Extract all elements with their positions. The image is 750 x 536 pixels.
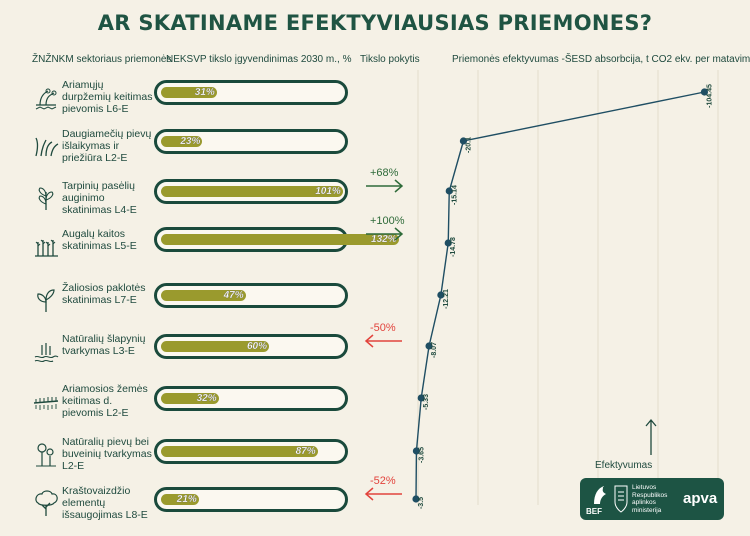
arrow-left-icon <box>364 487 402 501</box>
measure-label: Kraštovaizdžio elementų išsaugojimas L8-… <box>62 485 148 521</box>
measure-row: Žaliosios paklotės skatinimas L7-E 47% <box>0 282 750 332</box>
header-change: Tikslo pokytis <box>360 54 420 65</box>
measure-row: Augalų kaitos skatinimas L5-E 132% +100% <box>0 215 750 278</box>
ministry-logo-text: Lietuvos Respublikos aplinkos ministerij… <box>632 484 668 514</box>
progress-fill: 23% <box>161 136 203 147</box>
progress-pill: 31% <box>154 80 348 105</box>
progress-fill: 47% <box>161 290 246 301</box>
coat-of-arms-icon <box>614 485 628 513</box>
measure-row: Ariamųjų durpžemių keitimas pievomis L6-… <box>0 79 750 129</box>
progress-value: 132% <box>371 234 397 245</box>
progress-fill: 21% <box>161 494 199 505</box>
measure-row: Daugiamečių pievų išlaikymas ir priežiūr… <box>0 128 750 178</box>
measure-row: Tarpinių pasėlių auginimo skatinimas L4-… <box>0 167 750 230</box>
progress-value: 47% <box>223 290 244 301</box>
header-measure: ŽNŽNKM sektoriaus priemonės <box>32 54 172 65</box>
page-title: AR SKATINAME EFEKTYVIAUSIAS PRIEMONES? <box>97 11 653 35</box>
target-change: -52% <box>364 475 404 501</box>
arable-land-icon <box>33 397 59 410</box>
progress-value: 21% <box>176 494 197 505</box>
progress-pill: 32% <box>154 386 348 411</box>
target-change: +68% <box>364 167 404 193</box>
progress-fill: 60% <box>161 341 269 352</box>
progress-fill: 101% <box>161 186 343 197</box>
grass-icon <box>35 137 59 157</box>
arrow-right-icon <box>366 227 404 241</box>
measure-label: Natūralių šlapynių tvarkymas L3-E <box>62 333 146 357</box>
sprout-plant-icon <box>38 187 54 210</box>
logo-banner: BEF Lietuvos Respublikos aplinkos minist… <box>580 478 724 520</box>
progress-pill: 87% <box>154 439 348 464</box>
progress-pill: 60% <box>154 334 348 359</box>
progress-value: 31% <box>194 87 215 98</box>
target-change-value: -52% <box>370 475 396 487</box>
progress-value: 87% <box>295 446 316 457</box>
wetland-icon <box>34 343 59 363</box>
progress-value: 32% <box>196 393 217 404</box>
measure-label: Ariamųjų durpžemių keitimas pievomis L6-… <box>62 79 153 115</box>
progress-fill: 32% <box>161 393 219 404</box>
target-change-value: -50% <box>370 322 396 334</box>
measure-row: Natūralių pievų bei buveinių tvarkymas L… <box>0 436 750 486</box>
progress-value: 60% <box>246 341 267 352</box>
efficiency-axis-label: Efektyvumas <box>595 460 653 471</box>
arrow-right-icon <box>366 179 404 193</box>
bird-logo-icon <box>594 486 606 504</box>
measure-label: Ariamosios žemės keitimas d. pievomis L2… <box>62 383 148 419</box>
target-change-value: +68% <box>370 167 399 179</box>
tree-icon <box>35 490 58 516</box>
progress-pill: 47% <box>154 283 348 308</box>
measure-label: Natūralių pievų bei buveinių tvarkymas L… <box>62 436 152 472</box>
peat-plant-icon <box>35 88 57 110</box>
measure-row: Kraštovaizdžio elementų išsaugojimas L8-… <box>0 475 750 535</box>
apva-logo-text: apva <box>683 490 718 507</box>
progress-pill: 23% <box>154 129 348 154</box>
progress-value: 101% <box>315 186 341 197</box>
arrow-left-icon <box>364 334 402 348</box>
progress-pill: 21% <box>154 487 348 512</box>
target-change: -50% <box>364 322 404 348</box>
bef-logo-text: BEF <box>586 507 602 516</box>
crop-field-icon <box>35 239 58 257</box>
target-change-value: +100% <box>370 215 405 227</box>
flower-icon <box>36 443 56 467</box>
measure-row: Natūralių šlapynių tvarkymas L3-E 60% -50% <box>0 322 750 383</box>
measure-label: Augalų kaitos skatinimas L5-E <box>62 228 137 252</box>
seedling-icon <box>37 289 55 312</box>
progress-pill: 101% <box>154 179 348 204</box>
measure-label: Tarpinių pasėlių auginimo skatinimas L4-… <box>62 180 137 216</box>
target-change: +100% <box>364 215 405 241</box>
measure-label: Daugiamečių pievų išlaikymas ir priežiūr… <box>62 128 152 164</box>
progress-fill: 87% <box>161 446 318 457</box>
progress-pill: 132% <box>154 227 399 252</box>
progress-fill: 132% <box>161 234 399 245</box>
header-progress: NEKSVP tikslo įgyvendinimas 2030 m., % <box>166 54 352 65</box>
measure-row: Ariamosios žemės keitimas d. pievomis L2… <box>0 383 750 433</box>
progress-value: 23% <box>180 136 201 147</box>
measure-label: Žaliosios paklotės skatinimas L7-E <box>62 282 146 306</box>
header-efficiency: Priemonės efektyvumas -ŠESD absorbcija, … <box>452 54 750 65</box>
progress-fill: 31% <box>161 87 217 98</box>
